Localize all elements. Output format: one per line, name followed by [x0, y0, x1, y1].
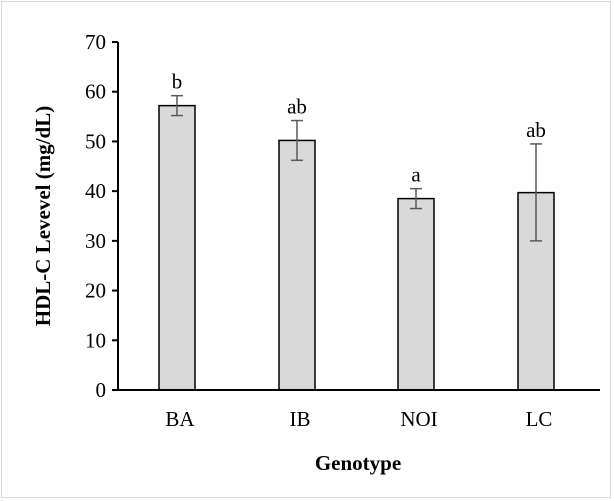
y-tick-label: 20 [85, 279, 106, 303]
significance-label: b [172, 70, 183, 94]
error-bars-group [171, 94, 542, 242]
x-labels-group: BA IB NOI LC [165, 407, 552, 431]
y-tick-label: 40 [85, 179, 106, 203]
bars-group [158, 104, 555, 391]
y-ticks-group: 0 10 20 30 40 50 60 70 [85, 30, 118, 402]
x-category-label: NOI [400, 407, 437, 431]
y-tick-label: 30 [85, 229, 106, 253]
y-tick-label: 0 [96, 378, 107, 402]
significance-labels-group: b ab a ab [172, 70, 546, 187]
bar-ib [278, 139, 316, 391]
x-axis-title: Genotype [315, 451, 401, 475]
x-category-label: LC [526, 407, 553, 431]
x-category-label: IB [290, 407, 311, 431]
bar-ba [158, 104, 196, 391]
y-tick-label: 50 [85, 129, 106, 153]
significance-label: a [411, 163, 421, 187]
y-tick-label: 70 [85, 30, 106, 54]
x-category-label: BA [165, 407, 195, 431]
y-axis-title: HDL-C Levevel (mg/dL) [31, 106, 55, 326]
y-tick-label: 60 [85, 80, 106, 104]
axes-group [117, 42, 600, 391]
bar-noi [397, 197, 435, 391]
significance-label: ab [287, 95, 307, 119]
significance-label: ab [526, 118, 546, 142]
y-tick-label: 10 [85, 328, 106, 352]
